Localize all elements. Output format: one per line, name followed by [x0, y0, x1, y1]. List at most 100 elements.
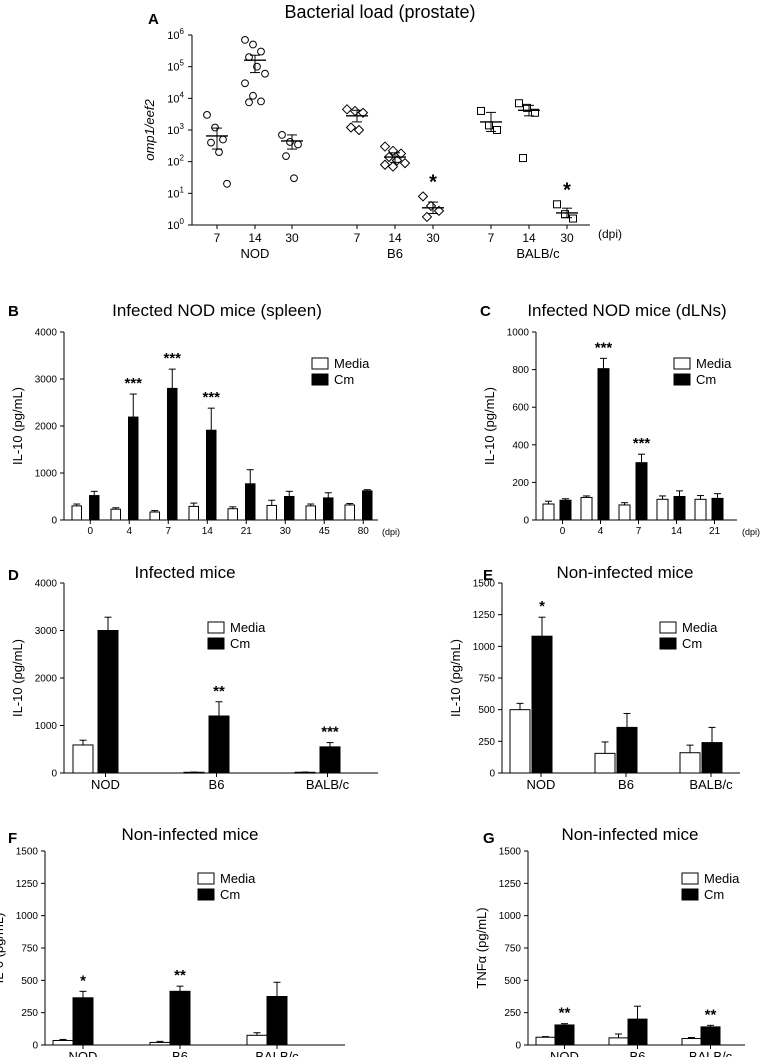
panel-f-y-tick-label: 1000 — [16, 911, 39, 922]
panel-b-bar-chart: B Infected NOD mice (spleen) 0 1000 2000 30… — [8, 301, 400, 537]
panel-d-category-label: B6 — [209, 777, 225, 792]
panel-g-legend-label: Cm — [704, 887, 724, 902]
panel-e-bar-media — [509, 709, 531, 774]
panel-g-legend-swatch-cm — [681, 888, 699, 901]
panel-a-data-point — [523, 103, 531, 112]
panel-c-bar-cm — [597, 368, 610, 521]
panel-c-bar-media — [542, 503, 555, 521]
panel-g-bar-media — [535, 1036, 556, 1046]
panel-a-data-point — [387, 161, 399, 172]
panel-d-legend-swatch-media — [207, 621, 225, 634]
panel-a-y-tick-base: 10 — [167, 157, 179, 169]
panel-c-legend-label: Cm — [696, 372, 716, 387]
panel-e-category-label: BALB/c — [689, 777, 733, 792]
panel-a-data-point — [223, 179, 231, 188]
panel-b-category-label: 7 — [165, 526, 171, 537]
panel-a-data-point — [421, 211, 433, 223]
panel-a-data-point — [261, 69, 269, 78]
panel-b-bar-cm — [89, 495, 100, 521]
panel-e-y-tick-label: 750 — [478, 674, 495, 685]
panel-a-y-tick-label: 106 — [167, 27, 184, 42]
panel-f-bar-cm — [72, 997, 94, 1046]
panel-b-significance-marker: *** — [163, 350, 181, 367]
panel-a-data-point — [379, 159, 391, 170]
panel-e-bar-chart: E Non-infected mice 0 250 500 750 1000 1250 15… — [448, 563, 740, 792]
panel-d-y-tick-label: 3000 — [35, 626, 58, 637]
panel-b-y-tick-label: 3000 — [35, 375, 58, 386]
panel-a-data-point — [207, 138, 215, 147]
panel-f-bar-cm — [169, 990, 191, 1046]
panel-g-y-axis-title: TNFα (pg/mL) — [474, 907, 489, 988]
panel-e-bar-cm — [616, 726, 638, 774]
panel-b-x-unit: (dpi) — [382, 527, 400, 537]
panel-f-y-tick-label: 1500 — [16, 847, 39, 858]
panel-c-legend-label: Media — [696, 356, 732, 371]
panel-a-data-point — [249, 40, 257, 49]
panel-a-y-tick-base: 10 — [167, 188, 179, 200]
panel-a-day-label: 30 — [426, 231, 440, 245]
panel-d-y-tick-label: 4000 — [35, 579, 58, 590]
panel-d-bar-media — [72, 744, 94, 774]
panel-b-bar-cm — [284, 496, 295, 521]
panel-a-y-tick-label: 100 — [167, 217, 184, 232]
panel-c-title: Infected NOD mice (dLNs) — [527, 301, 726, 320]
panel-b-title: Infected NOD mice (spleen) — [112, 301, 322, 320]
panel-a-data-point — [245, 98, 253, 107]
panel-b-y-tick-label: 2000 — [35, 422, 58, 433]
panel-e-y-axis-title: IL-10 (pg/mL) — [448, 639, 463, 717]
panel-c-category-label: 0 — [560, 526, 566, 537]
panel-a-day-label: 30 — [560, 231, 574, 245]
panel-b-bar-cm — [323, 497, 334, 521]
panel-b-bar-cm — [128, 416, 139, 521]
panel-b-category-label: 0 — [87, 526, 93, 537]
strain-label-balbc: BALB/c — [516, 246, 560, 261]
panel-c-y-tick-label: 400 — [512, 440, 529, 451]
panel-label-a: A — [148, 11, 159, 28]
strain-label-b6: B6 — [387, 246, 403, 261]
panel-f-bar-cm — [266, 996, 288, 1046]
panel-f-category-label: BALB/c — [255, 1049, 299, 1057]
panel-a-data-point — [493, 126, 501, 134]
panel-b-bar-media — [110, 508, 121, 521]
panel-g-y-tick-label: 500 — [504, 976, 521, 987]
panel-a-data-point — [477, 106, 485, 115]
panel-f-bar-media — [52, 1039, 74, 1046]
panel-b-y-tick-label: 4000 — [35, 328, 58, 339]
panel-b-bar-media — [188, 505, 199, 521]
panel-a-y-tick-exponent: 1 — [180, 185, 185, 194]
panel-c-bar-media — [580, 496, 593, 521]
panel-a-data-point — [219, 135, 227, 144]
panel-e-y-tick-label: 0 — [489, 769, 495, 780]
panel-f-significance-marker: ** — [174, 967, 186, 984]
panel-a-y-tick-label: 104 — [167, 90, 184, 105]
panel-c-bar-cm — [635, 462, 648, 521]
panel-e-significance-marker: * — [539, 598, 545, 615]
panel-a-data-point — [553, 200, 561, 209]
panel-a-data-point — [241, 36, 249, 44]
panel-b-bar-cm — [206, 429, 217, 521]
panel-a-data-point — [282, 152, 290, 160]
panel-d-y-tick-label: 2000 — [35, 674, 58, 685]
panel-g-bar-cm — [554, 1024, 575, 1046]
panel-d-y-tick-label: 1000 — [35, 721, 58, 732]
panel-d-y-tick-label: 0 — [51, 769, 57, 780]
panel-c-significance-marker: *** — [595, 339, 613, 356]
panel-e-legend-label: Media — [682, 620, 718, 635]
panel-a-day-label: 14 — [388, 231, 402, 245]
panel-a-title: Bacterial load (prostate) — [284, 2, 475, 22]
panel-c-category-label: 21 — [709, 526, 721, 537]
panel-c-y-tick-label: 1000 — [507, 328, 530, 339]
panel-c-bar-chart: C Infected NOD mice (dLNs) 0 200 400 600 800… — [480, 301, 760, 537]
panel-a-data-point — [417, 191, 429, 202]
panel-d-legend-label: Media — [230, 620, 266, 635]
panel-g-significance-marker: ** — [705, 1006, 717, 1023]
panel-c-category-label: 7 — [636, 526, 642, 537]
panel-e-y-tick-label: 500 — [478, 705, 495, 716]
panel-e-title: Non-infected mice — [556, 563, 693, 582]
panel-d-bar-media — [294, 771, 316, 774]
panel-a-y-tick-base: 10 — [167, 30, 179, 42]
panel-a-y-tick-exponent: 0 — [180, 217, 185, 226]
panel-a-y-tick-exponent: 3 — [180, 122, 185, 131]
panel-b-significance-marker: *** — [124, 375, 142, 392]
